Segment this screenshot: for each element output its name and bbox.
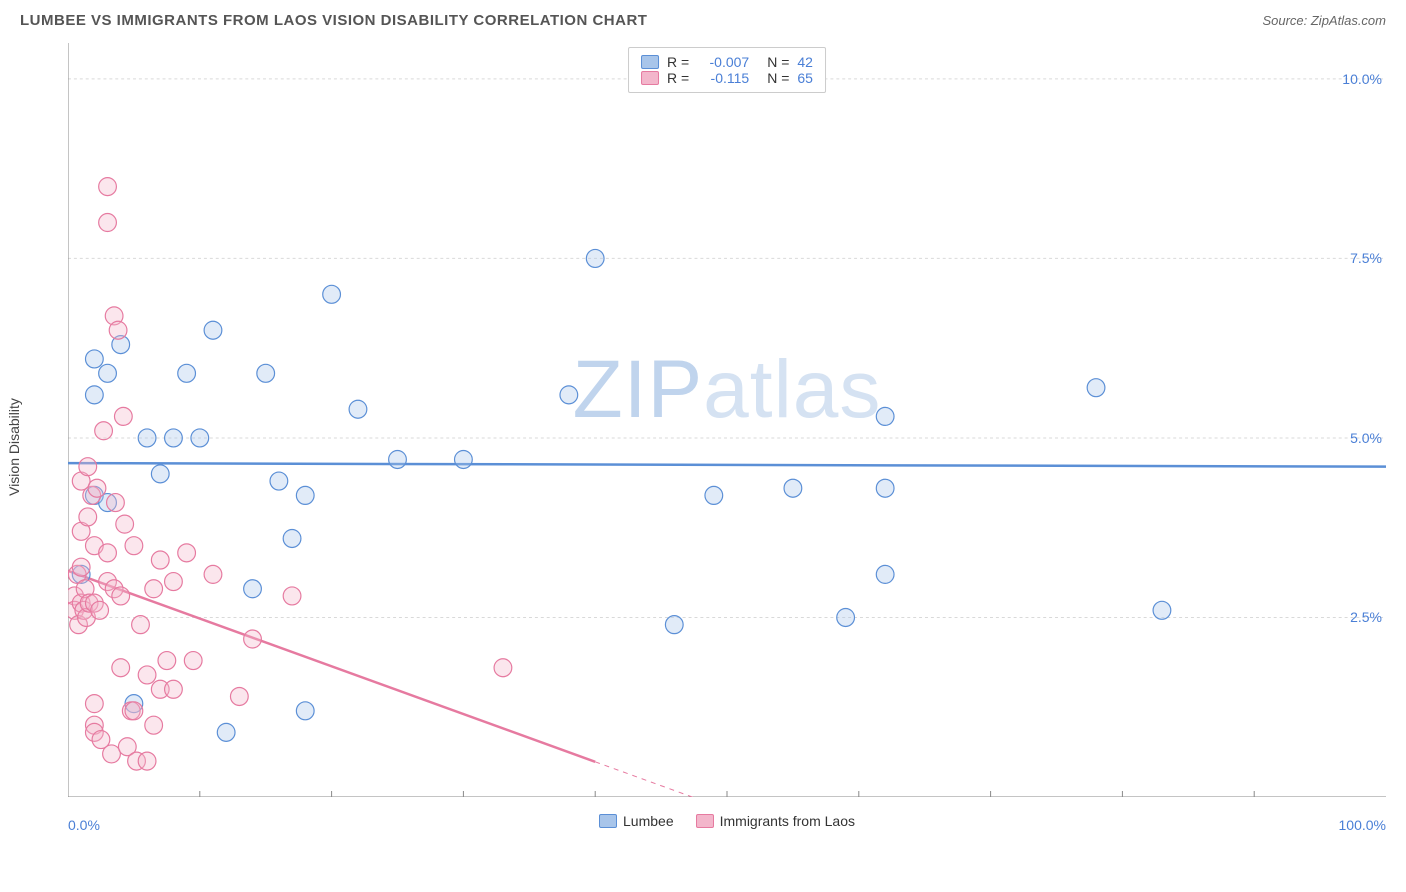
lumbee-swatch — [641, 55, 659, 69]
legend-item-lumbee: Lumbee — [599, 813, 674, 829]
legend-row: R = -0.115 N = 65 — [641, 70, 813, 86]
laos-swatch-icon — [696, 814, 714, 828]
header: LUMBEE VS IMMIGRANTS FROM LAOS VISION DI… — [20, 12, 1386, 29]
correlation-legend: R = -0.007 N = 42 R = -0.115 N = 65 — [628, 47, 826, 93]
chart-container: LUMBEE VS IMMIGRANTS FROM LAOS VISION DI… — [0, 0, 1406, 892]
legend-row: R = -0.007 N = 42 — [641, 54, 813, 70]
plot-area: ZIPatlas R = -0.007 N = 42 R = -0.115 N … — [68, 43, 1386, 797]
lumbee-swatch-icon — [599, 814, 617, 828]
chart-area: Vision Disability ZIPatlas R = -0.007 N … — [20, 37, 1386, 857]
laos-swatch — [641, 71, 659, 85]
series-legend: Lumbee Immigrants from Laos — [68, 813, 1386, 829]
y-axis-label: Vision Disability — [6, 398, 22, 496]
chart-title: LUMBEE VS IMMIGRANTS FROM LAOS VISION DI… — [20, 12, 647, 29]
source-label: Source: ZipAtlas.com — [1262, 13, 1386, 28]
legend-item-laos: Immigrants from Laos — [696, 813, 855, 829]
scatter-plot — [68, 43, 1386, 797]
